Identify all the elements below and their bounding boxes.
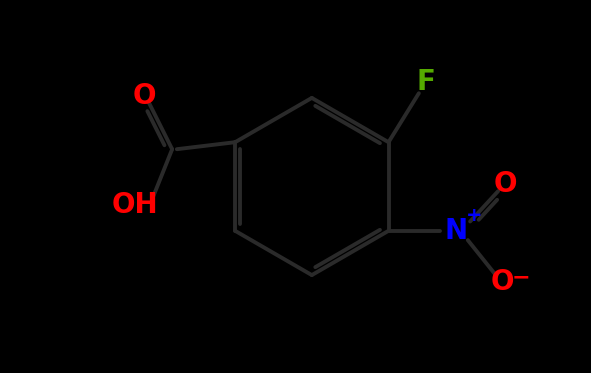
Text: O: O <box>493 170 517 198</box>
Text: −: − <box>512 267 531 288</box>
Text: F: F <box>417 68 436 95</box>
Text: O: O <box>491 268 515 296</box>
Text: N: N <box>444 217 467 245</box>
Text: +: + <box>465 206 482 225</box>
Text: OH: OH <box>112 191 158 219</box>
Text: O: O <box>132 82 156 110</box>
